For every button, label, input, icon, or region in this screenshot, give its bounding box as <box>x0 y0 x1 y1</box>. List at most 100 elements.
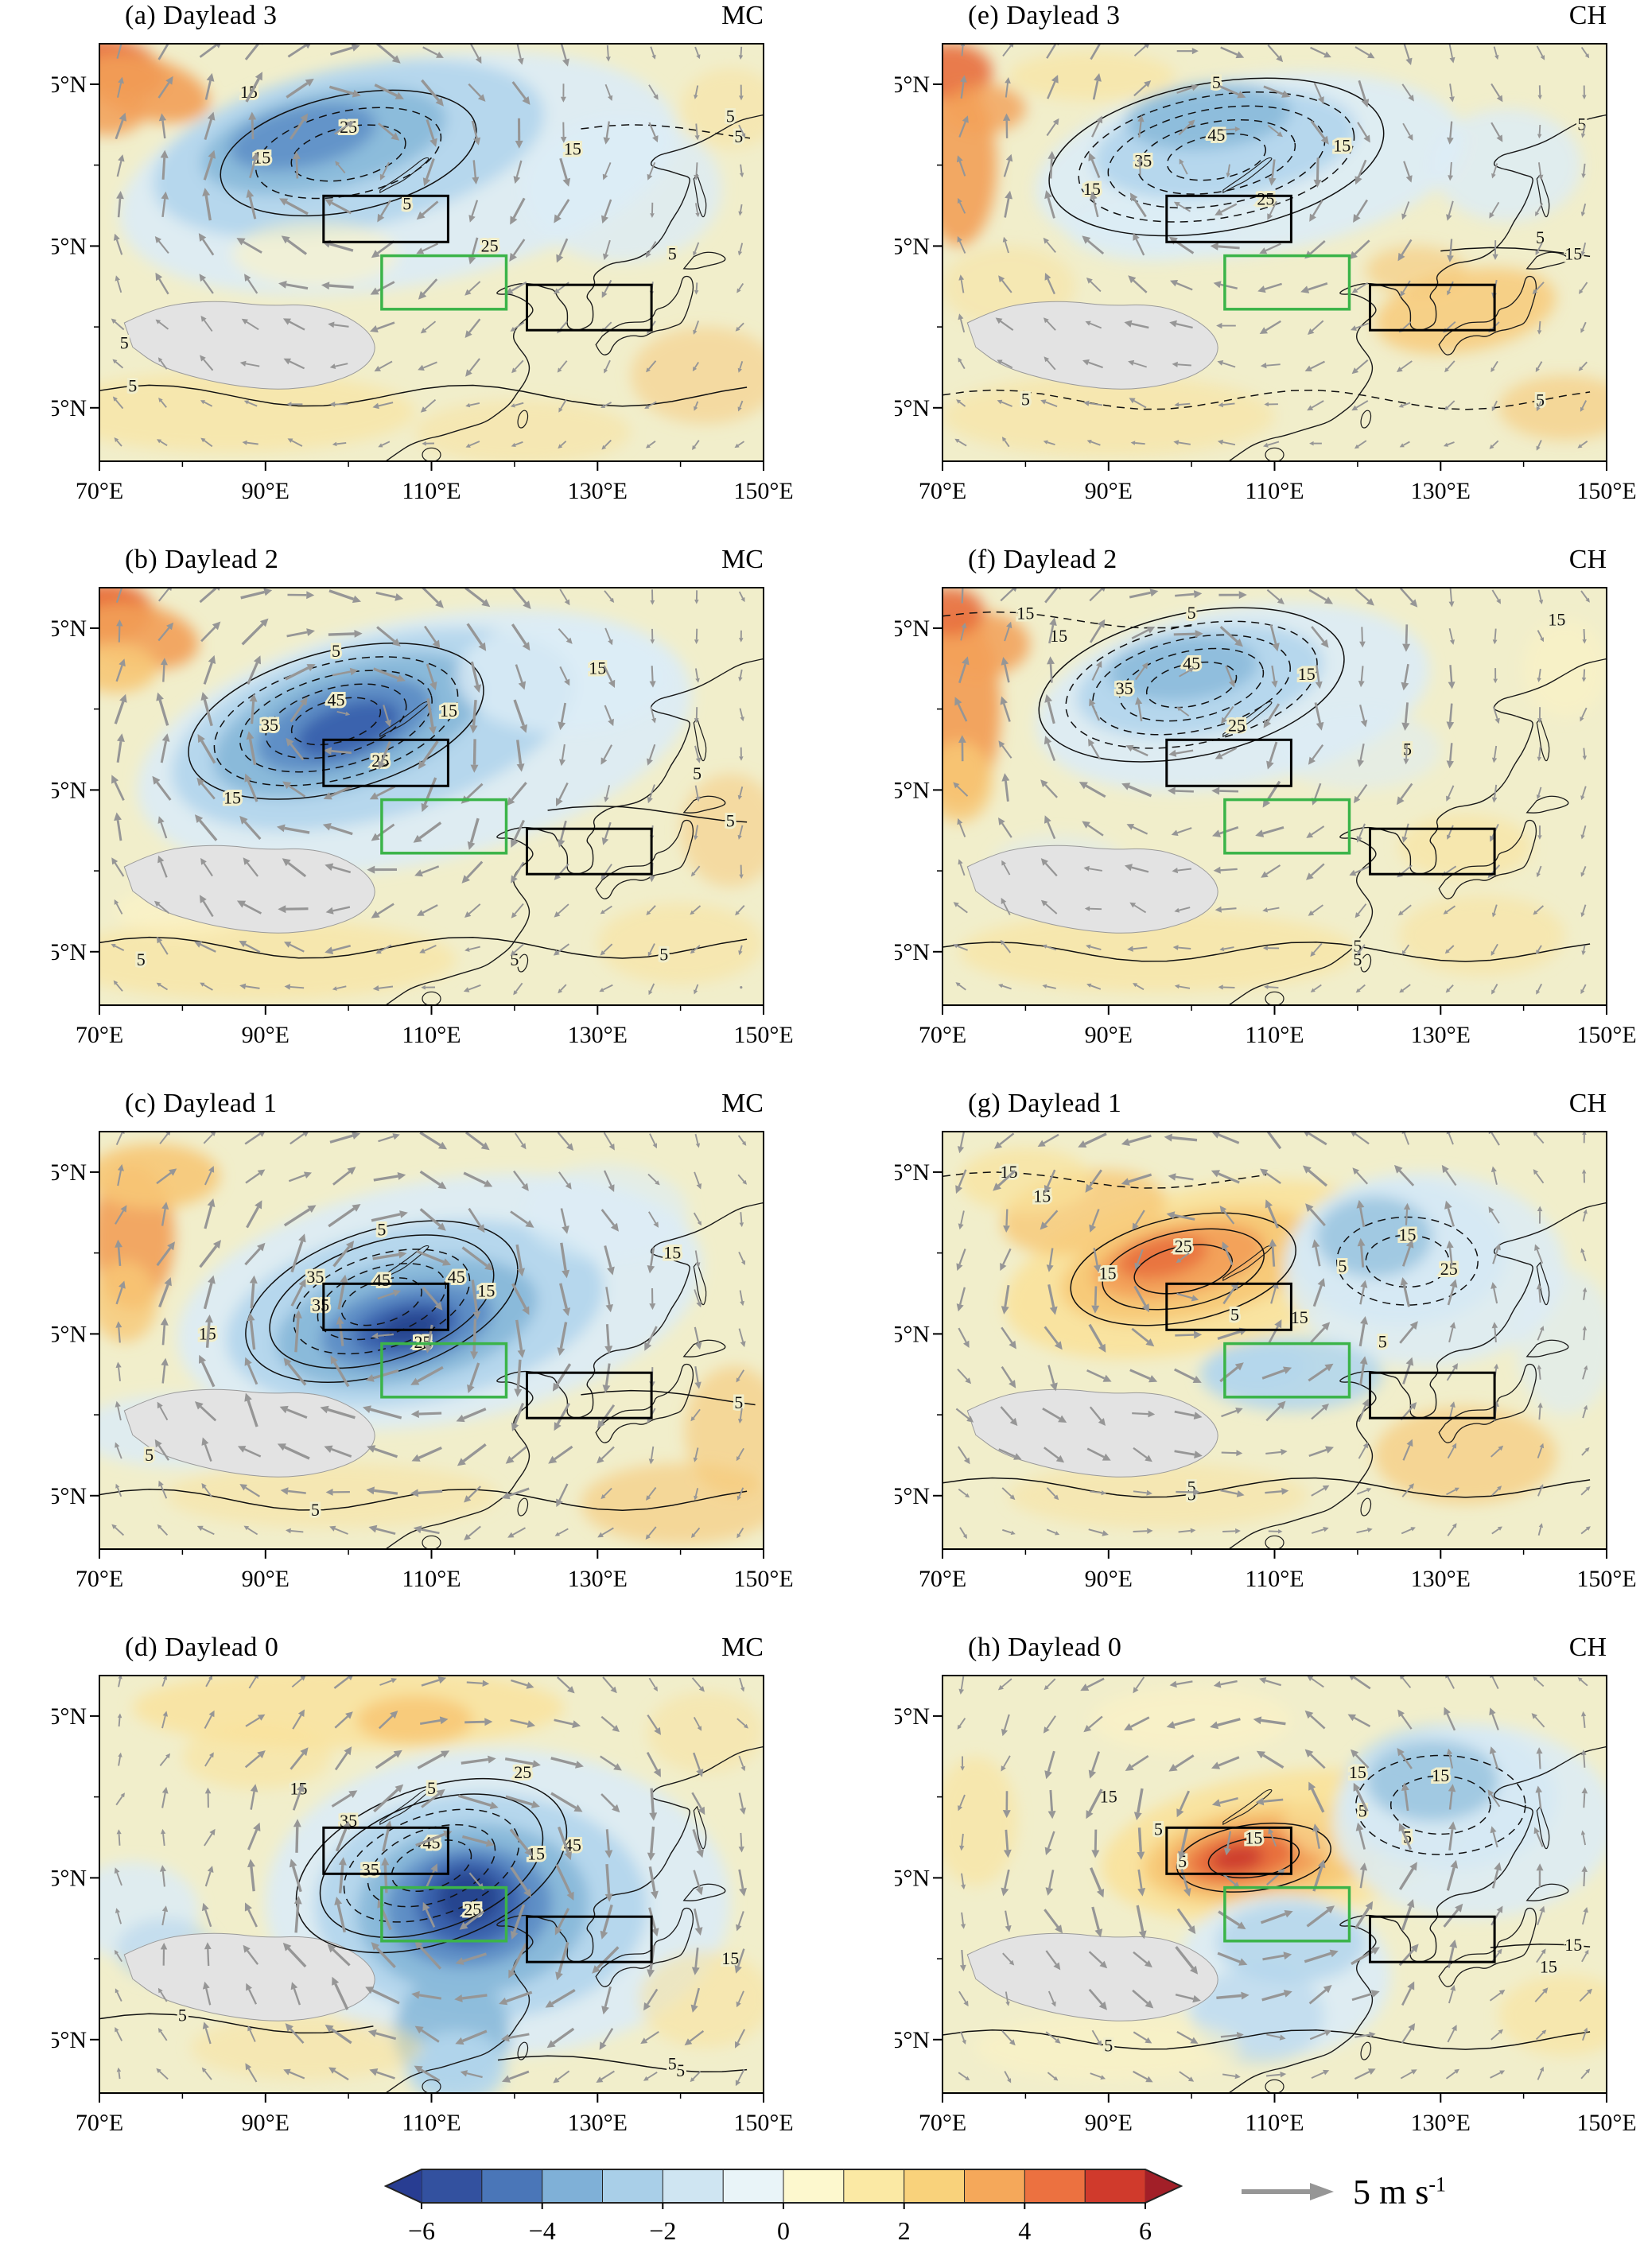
wind-arrow-head <box>470 764 479 773</box>
wind-arrow <box>427 1324 433 1346</box>
wind-arrow-head <box>1533 1132 1538 1136</box>
wind-arrow-head <box>338 1857 347 1866</box>
wind-arrow <box>159 1133 169 1144</box>
wind-arrow <box>247 402 258 407</box>
wind-arrow <box>1359 1870 1365 1889</box>
wind-arrow <box>1045 1950 1057 1965</box>
wind-arrow <box>1001 1487 1012 1497</box>
wind-arrow <box>204 440 213 448</box>
wind-arrow-head <box>608 95 613 101</box>
wind-arrow-head <box>513 176 521 184</box>
wind-arrow-head <box>1096 115 1102 124</box>
wind-arrow <box>117 198 122 218</box>
wind-arrow-head <box>647 1852 655 1861</box>
wind-arrow <box>1443 1909 1459 1928</box>
wind-arrow-head <box>1221 717 1227 724</box>
wind-arrow-head <box>241 318 248 324</box>
wind-arrow-head <box>1580 212 1586 217</box>
wind-arrow <box>373 1788 399 1813</box>
wind-arrow <box>1133 1530 1148 1532</box>
wind-arrow-head <box>694 1927 703 1936</box>
wind-arrow <box>160 861 168 878</box>
wind-arrow <box>1137 1249 1144 1264</box>
wind-arrow-head <box>411 1454 421 1462</box>
wind-arrow-head <box>239 815 248 825</box>
contour-line <box>1078 91 1355 223</box>
wind-arrow-head <box>352 1204 361 1212</box>
wind-arrow <box>694 203 698 213</box>
wind-arrow <box>287 1489 306 1494</box>
wind-arrow-head <box>1578 366 1584 371</box>
wind-arrow <box>204 195 212 221</box>
coastline-sakhalin <box>693 717 707 762</box>
wind-arrow <box>1222 128 1236 131</box>
wind-arrow-head <box>1489 212 1494 219</box>
wind-arrow-head <box>1537 1402 1543 1408</box>
wind-arrow <box>1491 440 1499 447</box>
contour-label: 15 <box>1298 664 1316 684</box>
wind-arrow <box>1047 278 1055 295</box>
wind-arrow <box>380 200 392 216</box>
wind-arrow-head <box>1049 617 1057 626</box>
wind-arrow-head <box>601 215 608 224</box>
wind-arrow-head <box>1253 1716 1262 1725</box>
wind-arrow-head <box>258 1132 266 1137</box>
wind-arrow-head <box>1040 399 1047 405</box>
x-tick-label: 70°E <box>76 2110 123 2136</box>
wind-arrow-head <box>1215 906 1222 913</box>
wind-arrow-head <box>1212 829 1221 837</box>
wind-arrow-head <box>1581 1711 1587 1717</box>
wind-arrow-head <box>698 1806 705 1816</box>
wind-arrow <box>649 784 655 798</box>
contour-label: 15 <box>663 1243 681 1263</box>
wind-arrow-head <box>1089 698 1096 707</box>
wind-arrow <box>1492 1249 1499 1264</box>
wind-arrow <box>1448 1791 1453 1810</box>
wind-arrow <box>1173 632 1195 636</box>
wind-arrow-head <box>1370 1990 1380 1998</box>
shading-blob <box>597 903 764 984</box>
wind-arrow <box>287 862 307 878</box>
contour-line <box>581 1389 756 1406</box>
wind-arrow-head <box>435 97 444 107</box>
wind-arrow <box>558 943 569 953</box>
wind-arrow-head <box>554 1422 562 1431</box>
contour-line <box>269 1234 495 1369</box>
wind-arrow <box>1089 588 1102 602</box>
wind-arrow <box>285 666 309 681</box>
wind-arrow <box>1005 1829 1009 1851</box>
wind-arrow <box>469 1362 480 1387</box>
wind-arrow <box>511 623 527 645</box>
wind-arrow <box>1001 401 1012 407</box>
wind-arrow <box>1401 1528 1413 1535</box>
wind-arrow-head <box>961 622 967 629</box>
wind-arrow <box>1312 942 1323 953</box>
wind-arrow-head <box>1001 860 1006 866</box>
wind-arrow <box>1579 1991 1589 2002</box>
wind-arrow-head <box>695 757 702 763</box>
wind-arrow <box>516 740 523 764</box>
wind-arrow-head <box>467 1384 475 1393</box>
wind-arrow <box>161 1871 165 1887</box>
wind-arrow <box>557 1908 570 1929</box>
wind-arrow <box>332 866 352 874</box>
wind-arrow <box>1135 1676 1145 1689</box>
wind-arrow <box>737 1911 744 1926</box>
wind-arrow-head <box>1401 722 1410 731</box>
wind-arrow-head <box>643 2002 651 2011</box>
wind-arrow-head <box>1541 2029 1547 2035</box>
wind-arrow <box>1355 359 1369 371</box>
wind-arrow-head <box>347 1167 356 1175</box>
wind-arrow-head <box>257 1169 266 1177</box>
wind-arrow <box>200 740 216 764</box>
wind-arrow-head <box>1003 1225 1010 1233</box>
wind-arrow <box>645 2031 659 2041</box>
wind-arrow-head <box>1261 1123 1269 1132</box>
wind-arrow-head <box>208 1166 215 1173</box>
map-content: 5545352515535152545515 <box>99 1676 764 2093</box>
wind-arrow-head <box>511 367 517 374</box>
wind-arrow-head <box>1265 1199 1273 1209</box>
wind-arrow <box>1490 1210 1500 1224</box>
x-tick-label: 70°E <box>76 1566 123 1592</box>
wind-arrow <box>738 1251 744 1262</box>
